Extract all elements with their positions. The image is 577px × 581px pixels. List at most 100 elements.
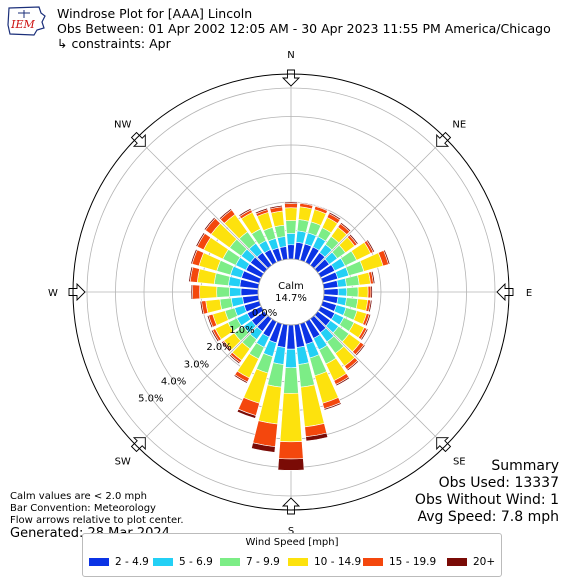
compass-label: N: [287, 50, 294, 61]
wind-bar-segment: [357, 286, 369, 298]
legend-label: 5 - 6.9: [179, 556, 213, 568]
compass-label: NE: [452, 120, 466, 131]
wind-bar-segment: [286, 324, 296, 350]
wind-bar-segment: [370, 285, 373, 299]
wind-bar-segment: [240, 288, 259, 296]
grid-spoke: [314, 315, 446, 447]
wind-bar-segment: [199, 284, 218, 300]
legend-label: 2 - 4.9: [115, 556, 149, 568]
legend-label: 20+: [473, 556, 496, 568]
grid-spoke: [136, 137, 268, 269]
wind-bar-segment: [206, 314, 214, 329]
wind-bar-segment: [284, 203, 298, 209]
wind-bar-segment: [279, 392, 303, 443]
wind-bar-segment: [366, 239, 375, 253]
chart-title: Windrose Plot for [AAA] Lincoln: [57, 6, 253, 21]
compass-label: NW: [114, 120, 131, 131]
wind-bar-segment: [270, 210, 285, 228]
wind-bar-segment: [210, 329, 220, 343]
note-bar-convention: Bar Convention: Meteorology: [10, 503, 156, 514]
wind-bar-segment: [367, 285, 372, 299]
wind-bar-segment: [298, 206, 313, 222]
wind-bar-segment: [269, 204, 283, 210]
wind-bar-segment: [286, 233, 296, 246]
wind-bar-segment: [344, 274, 360, 287]
wind-bar-segment: [276, 236, 287, 248]
wind-bar-segment: [299, 202, 314, 206]
compass-label: SE: [453, 456, 466, 467]
wind-bar-segment: [383, 249, 391, 265]
grid-spoke: [314, 137, 446, 269]
radial-tick-label: 1.0%: [229, 325, 254, 336]
legend-item: 2 - 4.9: [89, 555, 149, 569]
wind-bar-segment: [251, 442, 276, 453]
outer-ring: [72, 73, 510, 511]
radial-tick-labels: 0.0% 1.0% 2.0% 3.0% 4.0% 5.0%: [138, 308, 277, 405]
wind-bar-segment: [205, 298, 223, 314]
wind-bar-segment: [203, 216, 216, 231]
wind-bar-segment: [287, 244, 295, 260]
constraints: ↳ constraints: Apr: [57, 36, 171, 51]
wind-bar-segment: [335, 376, 351, 387]
legend-swatch: [220, 558, 240, 566]
radial-tick-label: 5.0%: [138, 394, 163, 405]
wind-bar-segment: [221, 340, 231, 353]
wind-bar-segment: [252, 420, 278, 448]
wind-bar-segment: [196, 268, 217, 285]
wind-bar-segment: [336, 296, 347, 307]
wind-bar-segment: [346, 286, 359, 298]
wind-bar-segment: [219, 297, 234, 310]
wind-bar-segment: [314, 205, 329, 212]
radial-tick-label: 2.0%: [206, 342, 231, 353]
legend-item: 7 - 9.9: [220, 555, 280, 569]
wind-bar-segment: [190, 248, 198, 265]
wind-bar-segment: [323, 402, 342, 411]
wind-bar-segment: [190, 284, 194, 300]
compass-label: SW: [115, 456, 131, 467]
wind-bar-segment: [213, 272, 231, 286]
calm-area: Calm 14.7%: [257, 258, 325, 326]
wind-bar-segment: [296, 219, 310, 233]
compass-label: W: [48, 288, 58, 299]
flow-arrow-icon: [436, 437, 452, 453]
wind-bar-segment: [305, 432, 329, 442]
wind-bar-segment: [346, 360, 360, 372]
legend-item: 15 - 19.9: [363, 555, 436, 569]
flow-arrow-icon: [436, 131, 452, 147]
compass-labels: N NE E SE S SW W NW: [48, 50, 532, 537]
legend-label: 15 - 19.9: [389, 556, 437, 568]
wind-bar-segment: [230, 296, 245, 308]
wind-bar-segment: [285, 220, 297, 234]
obs-between: Obs Between: 01 Apr 2002 12:05 AM - 30 A…: [57, 21, 551, 36]
wind-bar-segment: [336, 277, 347, 288]
wind-bar-segment: [229, 287, 242, 297]
legend-title: Wind Speed [mph]: [245, 537, 339, 548]
summary-title: Summary: [491, 458, 559, 474]
wind-bar-segment: [228, 276, 242, 288]
radial-tick-label: 0.0%: [252, 308, 277, 319]
wind-bar-segment: [233, 374, 248, 384]
note-flow-arrows: Flow arrows relative to plot center.: [10, 515, 184, 526]
wind-bar-segment: [216, 286, 230, 298]
compass-label: S: [288, 526, 294, 537]
summary-obs-without-wind: Obs Without Wind: 1: [414, 492, 559, 508]
flow-arrow-icon: [496, 282, 514, 302]
calm-label: Calm: [278, 281, 304, 292]
legend-swatch: [447, 558, 467, 566]
wind-bar-segment: [199, 300, 205, 315]
wind-bar-segment: [348, 233, 359, 245]
legend-swatch: [89, 558, 109, 566]
wind-bar-segment: [357, 272, 371, 286]
flow-arrow-icon: [130, 437, 146, 453]
wind-bar-segment: [218, 208, 233, 220]
wind-bar-segment: [285, 348, 297, 369]
flow-arrow-icon: [130, 131, 146, 147]
legend-item: 5 - 6.9: [153, 555, 213, 569]
wind-bar-segment: [195, 232, 206, 248]
legend-label: 10 - 14.9: [314, 556, 362, 568]
wind-bar-segment: [370, 270, 376, 284]
wind-bar-segment: [284, 207, 298, 222]
wind-bar-segment: [188, 266, 194, 283]
wind-bar-segment: [238, 208, 252, 217]
wind-bar-segment: [254, 207, 269, 215]
